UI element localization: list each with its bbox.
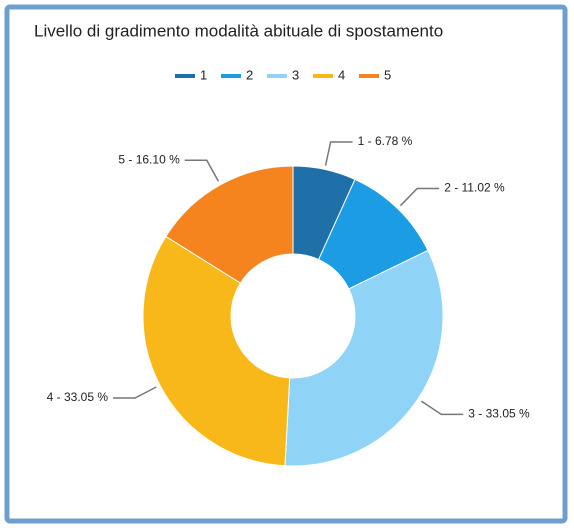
legend-label: 4 <box>338 67 345 82</box>
leader-line <box>113 386 157 399</box>
legend-label: 5 <box>384 67 391 82</box>
data-label: 2 - 11.02 % <box>444 181 505 195</box>
data-label: 4 - 33.05 % <box>47 390 109 404</box>
leader-line <box>420 400 464 416</box>
legend-label: 2 <box>246 67 253 82</box>
data-label: 5 - 16.10 % <box>118 152 180 166</box>
leader-line <box>184 159 220 182</box>
leader-line <box>324 141 353 166</box>
donut-slice <box>284 249 444 467</box>
leader-line <box>399 187 440 207</box>
data-label: 3 - 33.05 % <box>468 407 530 421</box>
data-label: 1 - 6.78 % <box>358 134 413 148</box>
donut-slice <box>142 235 291 467</box>
chart-title: Livello di gradimento modalità abituale … <box>34 21 443 40</box>
legend-label: 3 <box>292 67 299 82</box>
donut-slice <box>165 165 294 284</box>
legend-label: 1 <box>200 67 207 82</box>
